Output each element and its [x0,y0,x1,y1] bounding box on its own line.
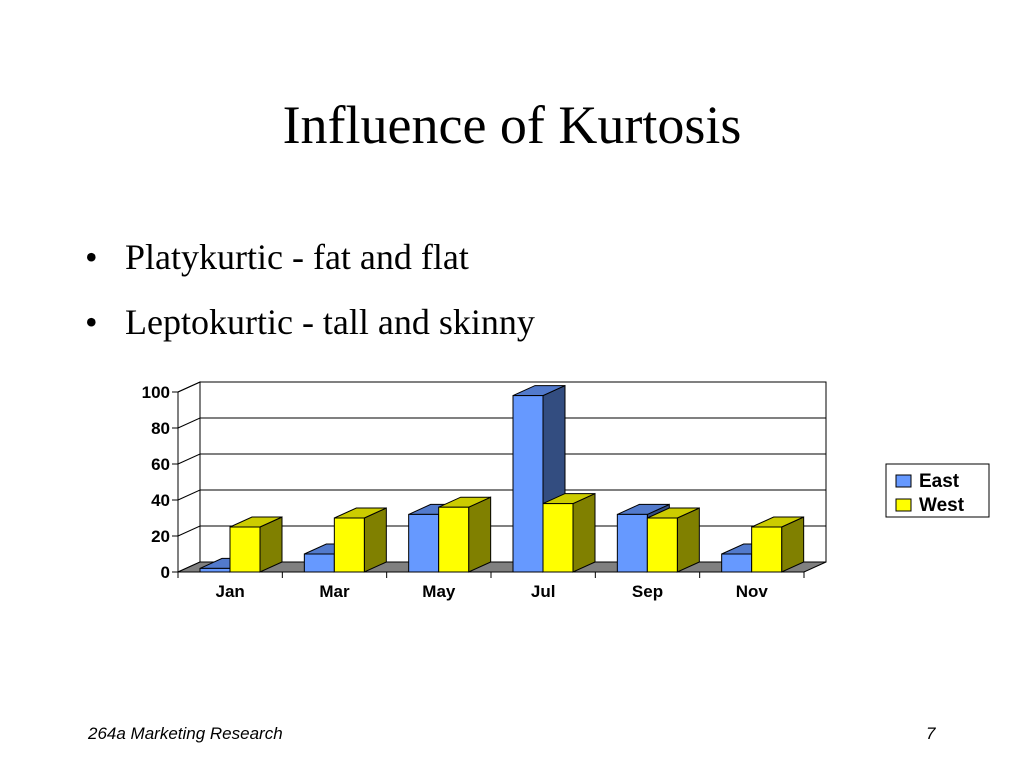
y-tick-label: 20 [151,527,170,546]
bar-west [542,503,574,573]
bar-west [438,506,470,573]
bullet-text: Platykurtic - fat and flat [125,237,469,277]
plot-side-wall [177,381,201,573]
bar-side-west [468,496,492,573]
bullet-item: • Leptokurtic - tall and skinny [85,301,535,366]
legend-label-east: East [919,471,960,492]
bar-east [512,395,544,573]
bar-east [199,567,231,573]
gridline [177,453,826,465]
bar-west [229,526,261,573]
slide-title: Influence of Kurtosis [282,95,742,155]
y-tick-label: 100 [142,383,170,402]
x-tick-label: May [422,582,456,601]
bar-side-west [676,507,700,573]
x-tick-label: Jan [216,582,245,601]
bar-east [408,513,440,573]
bar-west [333,517,365,573]
y-tick-label: 60 [151,455,170,474]
y-tick-label: 40 [151,491,170,510]
bar-west [646,517,678,573]
gridline [177,489,826,501]
legend-swatch-east [895,474,912,488]
legend-swatch-west [895,498,912,512]
x-tick-label: Mar [319,582,350,601]
x-tick-label: Sep [632,582,663,601]
bullet-dot-icon: • [85,302,98,342]
x-tick-label: Jul [531,582,556,601]
bar-east [616,513,648,573]
bullet-dot-icon: • [85,237,98,277]
y-tick-label: 0 [161,563,170,582]
bullet-text: Leptokurtic - tall and skinny [125,302,535,342]
gridline [177,417,826,429]
page-number: 7 [926,724,936,743]
legend-label-west: West [919,495,965,516]
bar-east [721,553,753,573]
bullet-list: • Platykurtic - fat and flat • Leptokurtic… [85,236,535,366]
gridline [177,381,826,393]
bullet-item: • Platykurtic - fat and flat [85,236,535,301]
footer-course: 264a Marketing Research [88,724,283,743]
bar-side-west [363,507,387,573]
x-tick-label: Nov [736,582,769,601]
bar-east [303,553,335,573]
bar-side-west [572,492,596,573]
y-tick-label: 80 [151,419,170,438]
bar-west [751,526,783,573]
